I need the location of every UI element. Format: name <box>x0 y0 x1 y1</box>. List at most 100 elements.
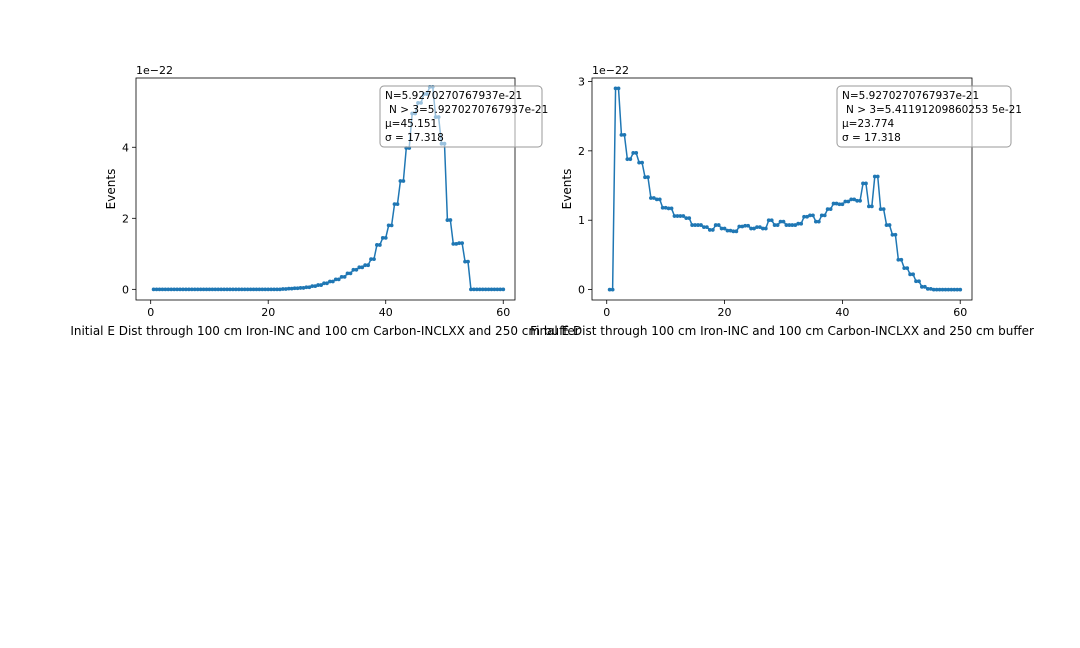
y-axis-label: Events <box>104 169 118 210</box>
data-point <box>313 284 318 289</box>
data-point <box>222 287 227 292</box>
data-point <box>213 287 218 292</box>
data-point <box>790 223 795 227</box>
data-point <box>825 207 830 212</box>
data-point <box>637 160 642 165</box>
data-point <box>743 223 748 228</box>
data-point <box>348 271 353 276</box>
data-point <box>231 287 235 292</box>
data-point <box>289 286 294 291</box>
data-point <box>239 287 244 292</box>
data-point <box>325 281 329 286</box>
data-point <box>383 235 388 240</box>
data-point <box>163 287 168 292</box>
data-point <box>719 226 724 231</box>
data-point <box>184 287 188 292</box>
data-point <box>454 241 459 246</box>
data-point <box>813 219 818 224</box>
data-point <box>178 287 182 292</box>
stats-line: μ=23.774 <box>842 118 895 130</box>
data-point <box>952 287 957 292</box>
data-point <box>878 207 883 212</box>
y-tick-label: 3 <box>578 75 585 88</box>
data-point <box>445 218 450 222</box>
data-point <box>693 223 698 227</box>
data-point <box>702 225 706 230</box>
data-point <box>690 223 695 227</box>
data-point <box>477 287 482 292</box>
data-point <box>181 287 185 292</box>
data-point <box>369 257 373 262</box>
data-point <box>201 287 206 292</box>
data-point <box>189 287 194 292</box>
data-point <box>678 214 683 218</box>
data-point <box>483 287 488 292</box>
y-axis-label: Events <box>560 169 574 210</box>
data-point <box>254 287 259 292</box>
stats-line: N > 3=5.9270270767937e-21 <box>389 104 548 116</box>
data-point <box>864 181 868 186</box>
data-point <box>448 218 453 222</box>
data-point <box>796 221 801 226</box>
data-point <box>616 86 621 91</box>
x-tick-label: 60 <box>496 306 510 319</box>
data-point <box>699 223 703 227</box>
data-point <box>360 265 365 270</box>
data-point <box>389 223 394 228</box>
data-point <box>666 206 671 211</box>
data-point <box>681 214 686 218</box>
data-point <box>160 287 165 292</box>
data-point <box>492 287 497 292</box>
data-point <box>245 287 250 292</box>
data-point <box>710 228 715 232</box>
data-point <box>875 174 880 179</box>
y-tick-label: 2 <box>122 212 129 225</box>
data-point <box>949 287 954 292</box>
data-point <box>216 287 221 292</box>
data-point <box>622 132 627 137</box>
data-point <box>263 287 268 292</box>
data-point <box>269 287 274 292</box>
data-point <box>822 213 827 218</box>
data-point <box>811 213 815 218</box>
data-point <box>228 287 232 292</box>
data-point <box>793 223 798 227</box>
data-point <box>195 287 200 292</box>
data-point <box>914 279 918 284</box>
y-tick-label: 1 <box>578 214 585 227</box>
data-point <box>713 223 718 227</box>
data-point <box>649 196 653 200</box>
data-point <box>696 223 700 227</box>
data-point <box>640 160 644 165</box>
data-point <box>198 287 203 292</box>
data-point <box>707 228 712 232</box>
y-offset-label: 1e−22 <box>136 64 173 77</box>
data-point <box>175 287 180 292</box>
data-point <box>896 257 901 262</box>
data-point <box>307 285 312 290</box>
data-point <box>316 283 321 287</box>
data-point <box>899 257 904 262</box>
data-point <box>660 205 665 210</box>
data-point <box>955 287 960 292</box>
data-point <box>643 175 647 180</box>
x-tick-label: 20 <box>261 306 275 319</box>
data-point <box>646 175 650 180</box>
data-point <box>704 225 709 230</box>
data-point <box>607 287 612 292</box>
x-tick-label: 0 <box>147 306 154 319</box>
stats-line: μ=45.151 <box>385 118 437 130</box>
data-point <box>893 232 898 237</box>
data-point <box>392 202 397 206</box>
data-point <box>931 287 936 292</box>
data-point <box>172 287 177 292</box>
data-point <box>301 286 306 290</box>
data-point <box>457 241 462 246</box>
data-point <box>787 223 792 227</box>
data-point <box>298 286 303 290</box>
data-point <box>858 198 862 203</box>
data-point <box>466 259 470 264</box>
data-point <box>884 223 889 227</box>
stats-line: σ = 17.318 <box>842 132 901 144</box>
stats-line: N=5.9270270767937e-21 <box>842 90 979 102</box>
